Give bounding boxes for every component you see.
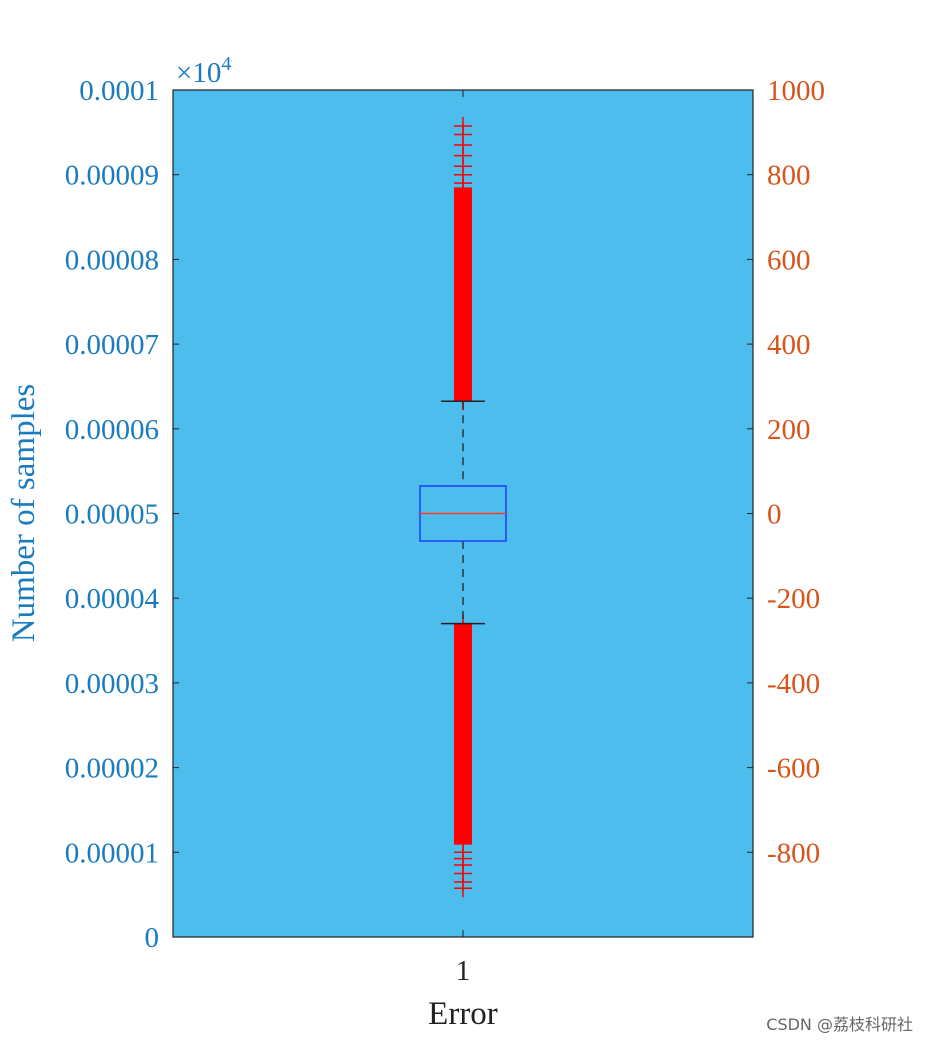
left-tick-label: 0.00008	[65, 244, 159, 276]
left-tick-label: 0.00001	[65, 837, 159, 869]
left-tick-label: 0.00009	[65, 160, 159, 192]
right-tick-label: 600	[767, 244, 811, 276]
right-tick-label: 800	[767, 160, 811, 192]
outlier-marker	[454, 879, 472, 898]
left-tick-label: 0.00003	[65, 668, 159, 700]
x-axis-label: Error	[428, 996, 498, 1032]
left-tick-label: 0.0001	[79, 75, 159, 107]
left-tick-label: 0	[145, 922, 160, 954]
right-tick-label: 400	[767, 329, 811, 361]
watermark: CSDN @荔枝科研社	[766, 1015, 913, 1034]
right-tick-label: -400	[767, 668, 820, 700]
boxplot	[419, 400, 507, 625]
left-tick-label: 0.00005	[65, 499, 159, 531]
right-tick-label: -200	[767, 583, 820, 615]
right-tick-label: 200	[767, 414, 811, 446]
outliers	[454, 116, 472, 898]
y-axis-label: Number of samples	[6, 384, 42, 642]
outlier-marker	[454, 116, 472, 135]
left-axis: 0 0.00001 0.00002 0.00003 0.00004 0.00005 0.00…	[65, 75, 179, 954]
left-tick-label: 0.00007	[65, 329, 159, 361]
x-axis: 1	[456, 90, 471, 987]
left-tick-label: 0.00004	[65, 583, 160, 615]
right-tick-label: -600	[767, 753, 820, 785]
right-tick-label: -800	[767, 837, 820, 869]
right-tick-label: 0	[767, 499, 782, 531]
left-tick-label: 0.00006	[65, 414, 159, 446]
right-axis: -800 -600 -400 -200 0 200 400 600 800 1000	[747, 75, 825, 869]
x-tick-label: 1	[456, 955, 471, 987]
left-axis-exponent: ×104	[176, 53, 231, 89]
left-tick-label: 0.00002	[65, 753, 159, 785]
right-tick-label: 1000	[767, 75, 825, 107]
